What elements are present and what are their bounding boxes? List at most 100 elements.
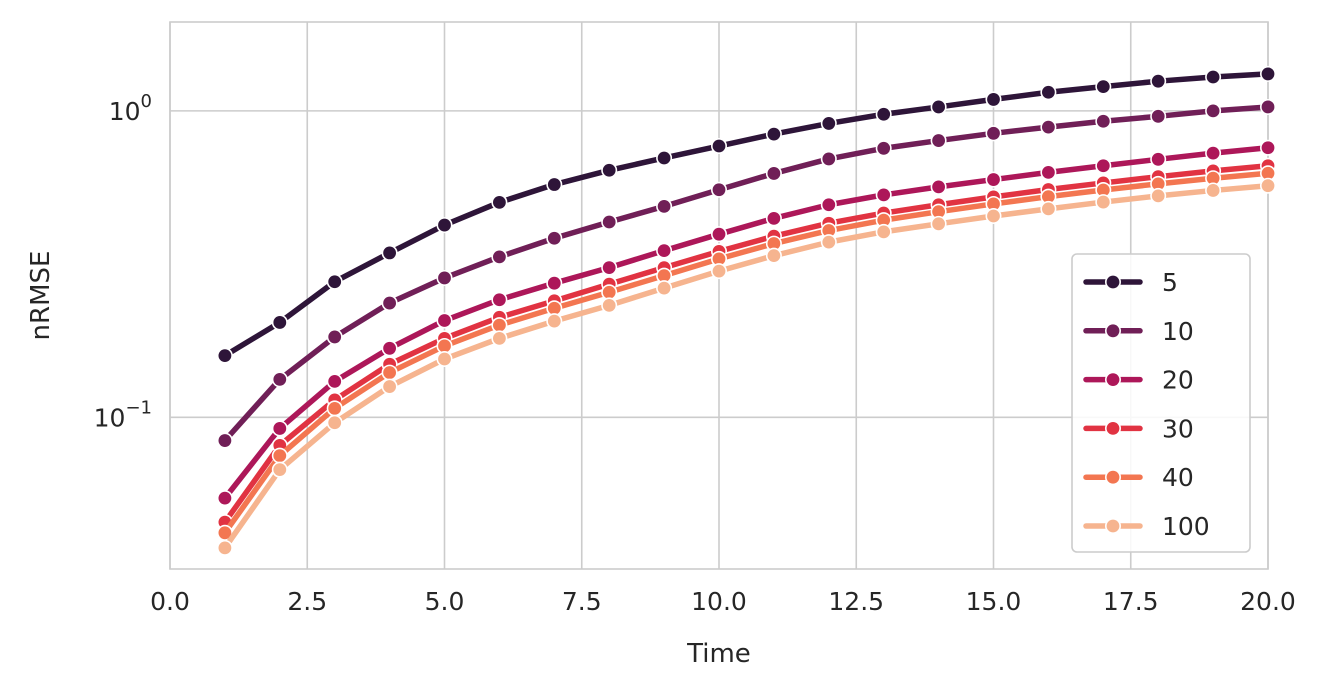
legend-label: 5 — [1162, 268, 1178, 297]
series-group — [216, 65, 1277, 556]
data-point — [436, 269, 453, 286]
data-point — [656, 242, 673, 259]
x-axis-label: Time — [686, 639, 751, 669]
legend-item: 40 — [1083, 463, 1194, 492]
series-20 — [216, 139, 1277, 507]
data-point — [1205, 102, 1222, 119]
data-point — [491, 248, 508, 265]
legend-marker — [1105, 420, 1122, 437]
y-tick-labels: 10 0 10−1 — [94, 91, 152, 432]
legend-label: 10 — [1162, 317, 1194, 346]
data-point — [820, 234, 837, 251]
data-point — [601, 259, 618, 276]
data-point — [1040, 84, 1057, 101]
data-point — [491, 317, 508, 334]
plot-frame — [169, 21, 1269, 570]
data-point — [820, 196, 837, 213]
data-point — [875, 106, 892, 123]
data-point — [1260, 177, 1277, 194]
legend-box — [1071, 253, 1251, 553]
data-point — [985, 91, 1002, 108]
y-tick-label: 10−1 — [94, 397, 152, 432]
x-tick-label: 10.0 — [691, 587, 747, 616]
data-point — [436, 337, 453, 354]
data-point — [656, 198, 673, 215]
data-point — [546, 313, 563, 330]
x-tick-label: 7.5 — [562, 587, 602, 616]
data-point — [985, 207, 1002, 224]
data-point — [1040, 119, 1057, 136]
data-point — [765, 126, 782, 143]
data-point — [930, 215, 947, 232]
data-point — [1040, 200, 1057, 217]
data-point — [216, 347, 233, 364]
data-point — [601, 284, 618, 301]
data-point — [1095, 113, 1112, 130]
data-point — [1095, 194, 1112, 211]
data-point — [1260, 98, 1277, 115]
x-tick-labels: 0.0 2.5 5.0 7.5 10.0 12.5 15.0 17.5 20.0 — [150, 587, 1296, 616]
data-point — [875, 186, 892, 203]
data-point — [765, 210, 782, 227]
data-point — [271, 314, 288, 331]
data-point — [326, 414, 343, 431]
data-point — [1260, 65, 1277, 82]
data-point — [1150, 151, 1167, 168]
data-point — [436, 312, 453, 329]
data-point — [381, 364, 398, 381]
data-point — [1040, 164, 1057, 181]
series-line — [222, 145, 1271, 501]
data-point — [710, 138, 727, 155]
data-point — [491, 194, 508, 211]
data-point — [765, 165, 782, 182]
data-point — [436, 351, 453, 368]
x-tick-label: 12.5 — [828, 587, 884, 616]
data-point — [381, 295, 398, 312]
legend-item: 100 — [1083, 512, 1210, 541]
legend-marker — [1105, 322, 1122, 339]
data-point — [546, 176, 563, 193]
legend-marker — [1105, 469, 1122, 486]
data-point — [1260, 139, 1277, 156]
series-line — [222, 163, 1271, 525]
legend-marker — [1105, 371, 1122, 388]
legend-marker — [1105, 517, 1122, 534]
x-tick-label: 20.0 — [1240, 587, 1296, 616]
legend: 5 10 20 30 40 100 — [1071, 253, 1251, 553]
data-point — [271, 461, 288, 478]
data-point — [656, 280, 673, 297]
data-point — [216, 490, 233, 507]
series-line — [222, 170, 1271, 536]
data-point — [656, 149, 673, 166]
data-point — [875, 223, 892, 240]
data-point — [381, 244, 398, 261]
y-tick-exponent: 0 — [141, 91, 152, 112]
data-point — [1205, 182, 1222, 199]
data-point — [1150, 108, 1167, 125]
data-point — [1150, 73, 1167, 90]
legend-marker — [1105, 273, 1122, 290]
y-tick-base: 10 — [94, 403, 126, 432]
data-point — [601, 162, 618, 179]
data-point — [820, 115, 837, 132]
series-5 — [216, 65, 1277, 364]
legend-label: 20 — [1162, 366, 1194, 395]
legend-label: 100 — [1162, 512, 1210, 541]
data-point — [491, 330, 508, 347]
data-point — [765, 247, 782, 264]
series-40 — [216, 165, 1277, 541]
data-point — [710, 181, 727, 198]
x-tick-label: 2.5 — [287, 587, 327, 616]
data-point — [216, 432, 233, 449]
data-point — [1095, 78, 1112, 95]
data-point — [326, 328, 343, 345]
data-point — [216, 539, 233, 556]
x-tick-label: 0.0 — [150, 587, 190, 616]
data-point — [326, 400, 343, 417]
data-point — [1150, 187, 1167, 204]
data-point — [326, 373, 343, 390]
legend-item: 20 — [1083, 366, 1194, 395]
data-point — [930, 178, 947, 195]
data-point — [1095, 157, 1112, 174]
data-point — [1205, 68, 1222, 85]
